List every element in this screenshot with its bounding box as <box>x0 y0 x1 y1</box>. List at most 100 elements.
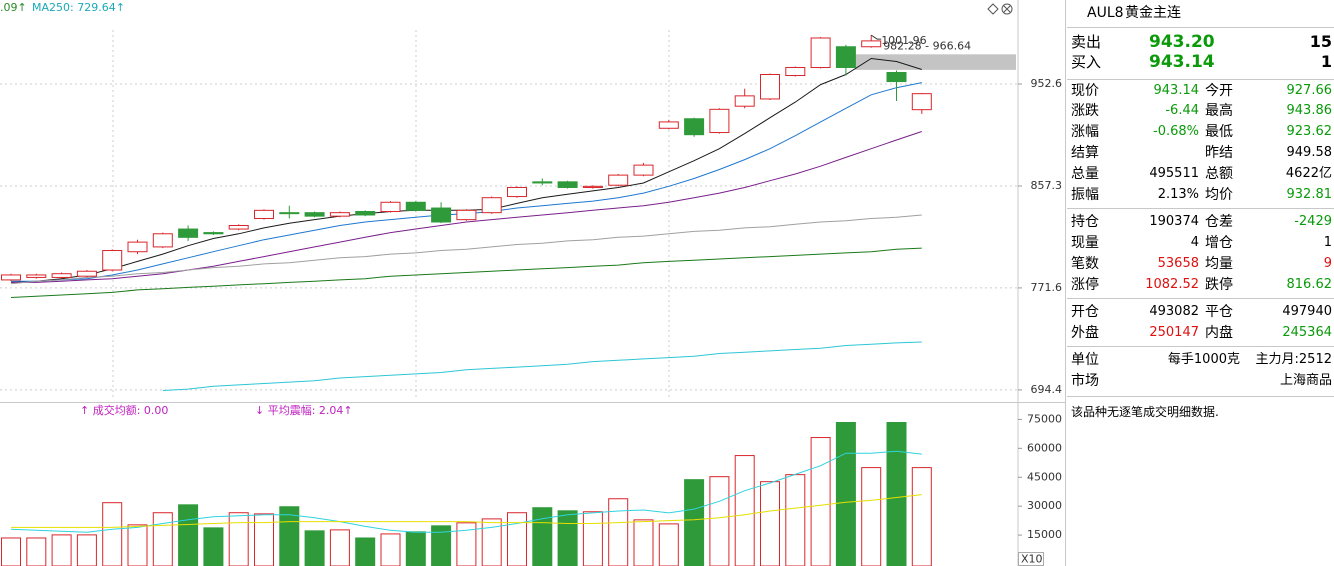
stat-label: 现价 <box>1071 83 1099 99</box>
stat-value: 主力月:2512 <box>1255 352 1332 367</box>
icon-diamond[interactable] <box>987 3 999 15</box>
stat-value: 53658 <box>1157 256 1199 271</box>
volume-bar <box>810 437 831 566</box>
candle-body <box>734 95 755 107</box>
volume-bar <box>329 529 350 566</box>
candle-body <box>76 270 97 277</box>
separator <box>1067 396 1334 397</box>
candle-body <box>861 40 882 48</box>
candle-body <box>152 233 173 248</box>
volume-bar <box>102 502 123 566</box>
candle-body <box>26 274 47 278</box>
book-qty: 1 <box>1320 52 1332 71</box>
stat-row: 单位 每手1000克 主力月:2512 <box>1067 350 1334 370</box>
stat-value: 493082 <box>1149 304 1199 319</box>
stat-row: 外盘 250147 内盘 245364 <box>1067 323 1334 343</box>
y-tick-label: 45000 <box>1027 470 1062 483</box>
book-label: 买入 <box>1071 53 1102 71</box>
candle-body <box>658 121 679 129</box>
candle-body <box>355 211 376 216</box>
candle-body <box>810 37 831 68</box>
candle-body <box>557 181 578 188</box>
stat-label: 平仓 <box>1205 304 1233 320</box>
stat-label: 振幅 <box>1071 187 1099 203</box>
chart: .09↑ MA250: 729.64↑ ↑ 成交均额: 0.00 ↓ 平均震幅:… <box>0 0 1066 566</box>
stat-label: 昨结 <box>1205 145 1233 161</box>
candle-body <box>785 66 806 77</box>
legend-text: .09↑ <box>0 1 27 14</box>
volume-bar <box>734 455 755 566</box>
scale-label: X10 <box>1021 553 1043 566</box>
candle-body <box>481 197 502 214</box>
stat-row: 涨跌 -6.44 最高 943.86 <box>1067 101 1334 121</box>
stat-label: 涨停 <box>1071 277 1099 293</box>
note-row: 该品种无逐笔成交明细数据. <box>1067 402 1334 422</box>
y-tick-label: 694.4 <box>1031 383 1063 396</box>
indicator-text: ↓ 平均震幅: 2.04↑ <box>255 404 353 417</box>
stat-row: 现价 943.14 今开 927.66 <box>1067 81 1334 101</box>
header: AUL8 黄金主连 <box>1067 3 1334 23</box>
volume-bar <box>709 476 730 566</box>
stat-label: 内盘 <box>1205 325 1233 341</box>
ma-line <box>10 247 922 298</box>
code: AUL8 <box>1087 5 1124 21</box>
candle-body <box>279 212 300 215</box>
book-row: 卖出 943.20 15 <box>1067 32 1334 52</box>
stat-label: 外盘 <box>1071 325 1099 341</box>
volume-bar <box>658 523 679 566</box>
volume-bar <box>152 512 173 566</box>
volume-bar <box>557 510 578 566</box>
candle-body <box>684 118 705 136</box>
band-label: 982.28 - 966.64 <box>883 39 971 52</box>
volume-bar <box>835 422 856 566</box>
separator <box>1067 208 1334 209</box>
candle-body <box>886 71 907 83</box>
candle-body <box>431 207 452 223</box>
volume-bar <box>456 522 477 566</box>
separator <box>1067 27 1334 28</box>
candle-body <box>304 212 325 217</box>
candle-body <box>102 250 123 271</box>
stat-label: 市场 <box>1071 373 1099 389</box>
stat-value: 495511 <box>1149 166 1199 181</box>
stat-label: 持仓 <box>1071 214 1099 230</box>
stat-value: 923.62 <box>1286 124 1333 139</box>
y-tick-label: 15000 <box>1027 528 1062 541</box>
separator <box>1067 298 1334 299</box>
volume-bar <box>178 504 199 566</box>
candle-body <box>380 201 401 213</box>
stat-value: 245364 <box>1282 325 1332 340</box>
stat-row: 现量 4 增仓 1 <box>1067 233 1334 253</box>
separator <box>1067 79 1334 80</box>
volume-bar <box>608 498 629 566</box>
book-label: 卖出 <box>1071 33 1102 51</box>
candle-body <box>608 174 629 186</box>
book-row: 买入 943.14 1 <box>1067 52 1334 72</box>
y-tick-label: 30000 <box>1027 499 1062 512</box>
candle-body <box>405 201 426 211</box>
ma-line <box>10 214 922 285</box>
ma-line <box>11 131 922 283</box>
candle-body <box>532 181 553 184</box>
stat-label: 笔数 <box>1071 256 1099 272</box>
stat-label: 结算 <box>1071 145 1099 161</box>
stat-value: 190374 <box>1149 214 1199 229</box>
volume-bar <box>380 533 401 566</box>
stat-row: 开仓 493082 平仓 497940 <box>1067 302 1334 322</box>
quote-panel: AUL8 黄金主连 该品种无逐笔成交明细数据. 卖出 943.20 15 买入 943.… <box>1067 0 1334 566</box>
volume-bar <box>886 422 907 566</box>
volume-bar <box>203 527 224 566</box>
stat-row: 结算 昨结 949.58 <box>1067 143 1334 163</box>
volume-bar <box>532 507 553 566</box>
volume-bar <box>785 474 806 566</box>
stat-value: 816.62 <box>1286 277 1333 292</box>
stat-label: 最高 <box>1205 103 1233 119</box>
icon-close[interactable] <box>1001 3 1013 15</box>
stat-value: -2429 <box>1294 214 1332 229</box>
volume-bar <box>228 512 249 566</box>
stat-label: 涨跌 <box>1071 103 1099 119</box>
candle-body <box>1 274 21 281</box>
stat-label: 仓差 <box>1205 214 1233 230</box>
stat-value: 943.14 <box>1153 83 1200 98</box>
candle-body <box>51 273 72 278</box>
